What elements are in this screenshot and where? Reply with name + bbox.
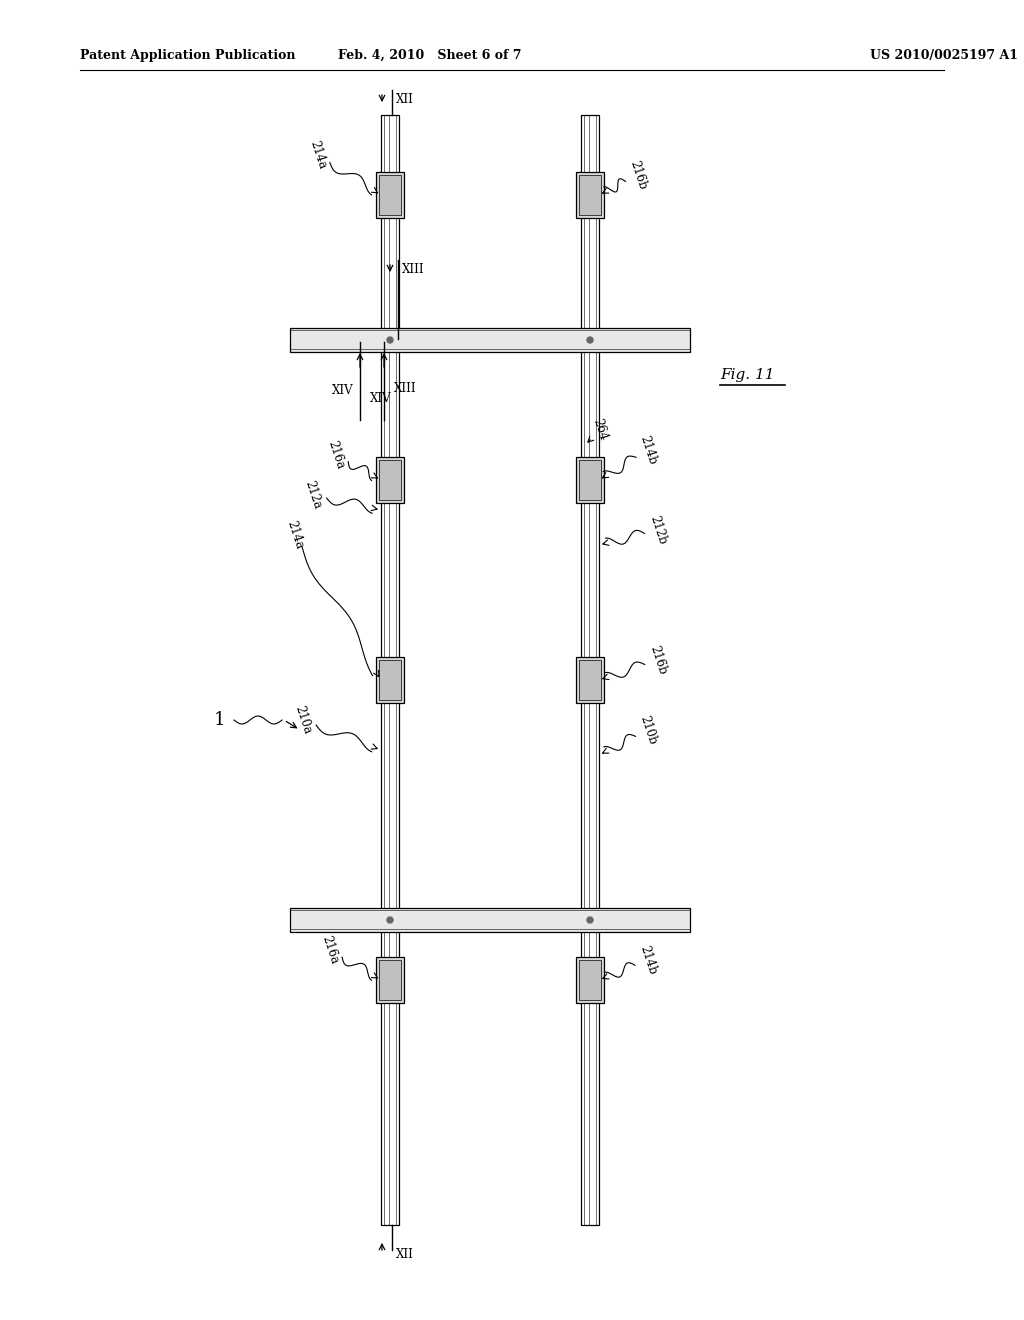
Bar (379, 660, 401, 700)
Bar (575, 457, 604, 503)
Bar (579, 459, 601, 500)
Bar (376, 172, 404, 218)
Bar (379, 176, 401, 215)
Bar (579, 960, 601, 1001)
Text: 212a: 212a (302, 479, 324, 511)
Text: XIV: XIV (370, 392, 391, 404)
Text: 210a: 210a (292, 704, 313, 737)
Text: 216a: 216a (319, 935, 341, 966)
Bar (575, 172, 604, 218)
Bar (575, 657, 604, 704)
Text: 216b: 216b (628, 158, 649, 191)
Circle shape (587, 917, 593, 923)
Bar (376, 657, 404, 704)
Bar (379, 459, 401, 500)
Bar (579, 660, 601, 700)
Circle shape (587, 337, 593, 343)
Circle shape (387, 917, 393, 923)
Text: XIV: XIV (332, 384, 353, 396)
Text: 214b: 214b (637, 944, 658, 977)
Bar (290, 908, 690, 932)
Text: 214a: 214a (307, 139, 329, 170)
Text: 216b: 216b (647, 644, 669, 676)
Bar (290, 327, 690, 352)
Bar (379, 960, 401, 1001)
Text: 216a: 216a (326, 440, 347, 471)
Text: 214a: 214a (285, 519, 306, 550)
Text: Fig. 11: Fig. 11 (720, 368, 774, 381)
Circle shape (387, 337, 393, 343)
Text: US 2010/0025197 A1: US 2010/0025197 A1 (870, 49, 1018, 62)
Text: 210b: 210b (637, 714, 658, 746)
Text: XIII: XIII (394, 381, 417, 395)
Bar (376, 957, 404, 1003)
Text: Feb. 4, 2010   Sheet 6 of 7: Feb. 4, 2010 Sheet 6 of 7 (338, 49, 522, 62)
Text: XII: XII (396, 1247, 414, 1261)
Bar (376, 457, 404, 503)
Text: XII: XII (396, 92, 414, 106)
Bar (579, 176, 601, 215)
Bar (575, 957, 604, 1003)
Text: 214b: 214b (637, 434, 658, 466)
Text: XIII: XIII (402, 263, 425, 276)
Text: 1: 1 (214, 711, 225, 729)
Bar (581, 115, 599, 1225)
Bar (381, 115, 399, 1225)
Text: 212b: 212b (647, 513, 669, 546)
Text: 264: 264 (591, 417, 609, 442)
Text: Patent Application Publication: Patent Application Publication (80, 49, 296, 62)
